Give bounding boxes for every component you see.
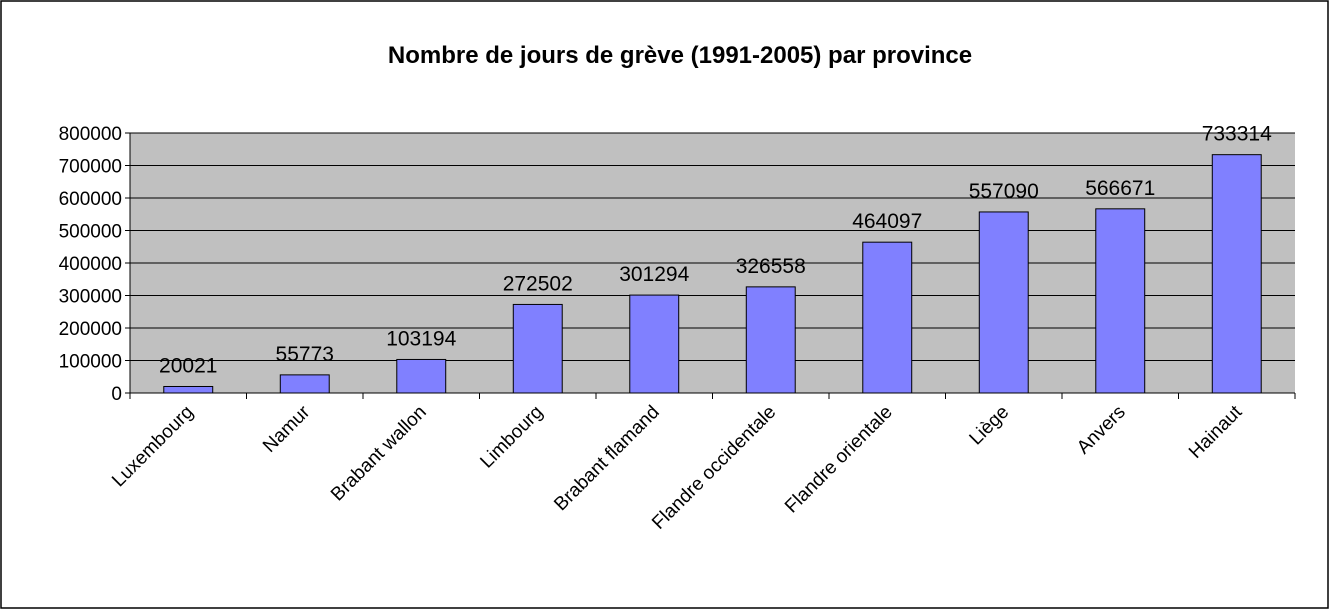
data-label: 464097 xyxy=(852,210,922,233)
y-tick-label: 500000 xyxy=(59,222,122,243)
data-label: 566671 xyxy=(1085,177,1155,200)
data-label: 103194 xyxy=(386,327,456,350)
data-label: 55773 xyxy=(276,343,334,366)
bar xyxy=(1211,154,1262,394)
y-tick-label: 100000 xyxy=(59,352,122,373)
bar xyxy=(163,385,214,394)
bar xyxy=(745,286,796,394)
bar xyxy=(1095,208,1146,394)
y-tick-label: 400000 xyxy=(59,254,122,275)
data-label: 733314 xyxy=(1202,123,1272,146)
y-tick-label: 700000 xyxy=(59,157,122,178)
chart-title: Nombre de jours de grève (1991-2005) par… xyxy=(388,42,972,69)
y-tick-label: 800000 xyxy=(59,124,122,145)
data-label: 326558 xyxy=(736,255,806,278)
data-label: 301294 xyxy=(619,263,689,286)
bar xyxy=(279,374,330,394)
y-tick-label: 200000 xyxy=(59,319,122,340)
data-label: 20021 xyxy=(159,354,217,377)
y-tick-label: 300000 xyxy=(59,287,122,308)
bar xyxy=(512,303,563,394)
bar xyxy=(862,241,913,394)
y-tick-label: 0 xyxy=(111,384,122,405)
bar xyxy=(396,358,447,394)
y-tick-label: 600000 xyxy=(59,189,122,210)
data-label: 557090 xyxy=(969,180,1039,203)
bar xyxy=(978,211,1029,394)
data-label: 272502 xyxy=(503,272,573,295)
bar xyxy=(629,294,680,394)
